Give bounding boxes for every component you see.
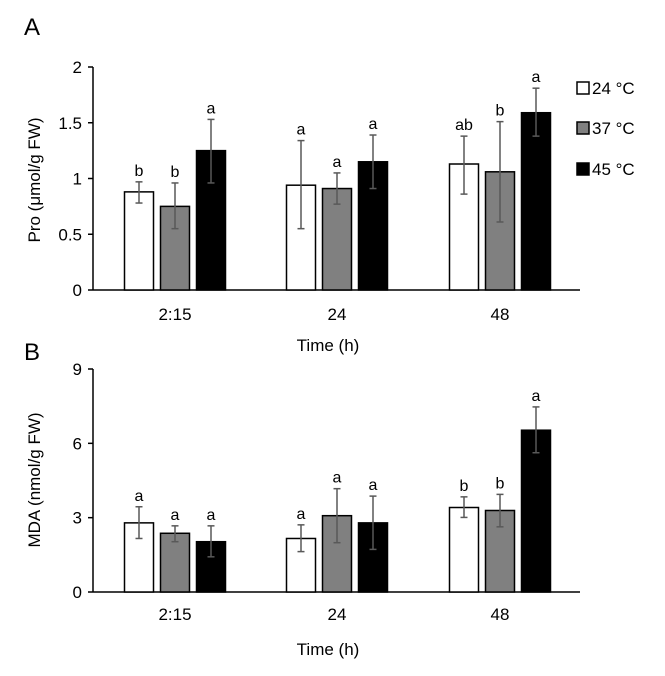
y-tick-label: 0.5 bbox=[58, 225, 82, 244]
y-axis-title-a: Pro (μmol/g FW) bbox=[25, 117, 44, 242]
legend: 24 °C 37 °C 45 °C bbox=[576, 79, 635, 179]
significance-letter: a bbox=[207, 100, 216, 117]
significance-letter: a bbox=[532, 69, 541, 86]
significance-letter: a bbox=[369, 116, 378, 133]
significance-letter: a bbox=[297, 122, 306, 139]
legend-swatch-24c bbox=[576, 81, 590, 95]
bar bbox=[520, 111, 552, 291]
x-tick-label: 2:15 bbox=[158, 605, 191, 624]
x-tick-label: 24 bbox=[328, 305, 347, 324]
significance-letter: b bbox=[496, 475, 505, 492]
bar bbox=[520, 429, 552, 593]
significance-letter: b bbox=[135, 163, 144, 180]
y-axis-title-b: MDA (nmol/g FW) bbox=[25, 412, 44, 547]
y-tick-label: 3 bbox=[73, 509, 82, 528]
significance-letter: b bbox=[460, 478, 469, 495]
significance-letter: a bbox=[532, 388, 541, 405]
legend-swatch-37c bbox=[576, 121, 590, 135]
panel-b: B MDA (nmol/g FW) Time (h) 0 3 6 9 2:15 24 48 a… bbox=[24, 339, 580, 659]
plot-area-b: 0 3 6 9 2:15 24 48 a a b a a b a a a bbox=[73, 360, 580, 624]
y-tick-label: 2 bbox=[73, 58, 82, 77]
bar bbox=[123, 191, 155, 291]
legend-label-37c: 37 °C bbox=[592, 119, 635, 138]
significance-letter: a bbox=[135, 488, 144, 505]
panel-a: A Pro (μmol/g FW) Time (h) 0 0.5 1 1.5 2 2:15… bbox=[24, 14, 580, 355]
bar bbox=[321, 187, 353, 291]
x-tick-label: 48 bbox=[491, 305, 510, 324]
significance-letter: ab bbox=[455, 117, 473, 134]
legend-item-37c: 37 °C bbox=[576, 119, 635, 138]
significance-letter: a bbox=[333, 470, 342, 487]
bar bbox=[448, 163, 480, 291]
y-tick-label: 0 bbox=[73, 583, 82, 602]
panel-letter-b: B bbox=[24, 339, 40, 366]
legend-item-24c: 24 °C bbox=[576, 79, 635, 98]
panel-letter-a: A bbox=[24, 14, 40, 41]
significance-letter: b bbox=[496, 103, 505, 120]
legend-item-45c: 45 °C bbox=[576, 160, 635, 179]
bar bbox=[195, 540, 227, 593]
legend-label-24c: 24 °C bbox=[592, 79, 635, 98]
x-axis-title-a: Time (h) bbox=[297, 336, 360, 355]
y-tick-label: 9 bbox=[73, 360, 82, 379]
y-tick-label: 6 bbox=[73, 434, 82, 453]
significance-letter: a bbox=[369, 477, 378, 494]
significance-letter: a bbox=[297, 506, 306, 523]
y-tick-label: 1 bbox=[73, 170, 82, 189]
bar bbox=[448, 506, 480, 593]
legend-swatch-45c bbox=[576, 162, 590, 176]
significance-letter: a bbox=[207, 507, 216, 524]
x-tick-label: 24 bbox=[328, 605, 347, 624]
x-axis-title-b: Time (h) bbox=[297, 640, 360, 659]
bar bbox=[159, 205, 191, 291]
legend-label-45c: 45 °C bbox=[592, 160, 635, 179]
significance-letter: a bbox=[171, 507, 180, 524]
significance-letter: a bbox=[333, 154, 342, 171]
y-tick-label: 0 bbox=[73, 281, 82, 300]
x-tick-label: 48 bbox=[491, 605, 510, 624]
bar bbox=[357, 161, 389, 291]
significance-letter: b bbox=[171, 164, 180, 181]
y-tick-label: 1.5 bbox=[58, 114, 82, 133]
x-tick-label: 2:15 bbox=[158, 305, 191, 324]
